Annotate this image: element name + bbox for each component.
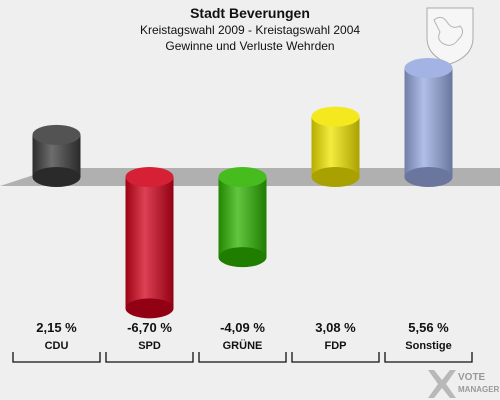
category-label: SPD	[138, 340, 161, 352]
logo-text-manager: MANAGER	[458, 385, 500, 394]
chart-title: Stadt Beverungen	[190, 5, 310, 21]
category-label: FDP	[325, 340, 347, 352]
bar-top-cap	[125, 167, 174, 187]
bar-body	[311, 116, 360, 177]
category-bracket	[198, 352, 287, 363]
logo-text-vote: VOTE	[458, 372, 486, 383]
bar-bottom-cap	[404, 167, 453, 187]
bar-top-cap	[404, 58, 453, 79]
bar-spd	[125, 167, 174, 319]
category-bracket	[105, 352, 194, 363]
bar-body	[404, 68, 453, 177]
chart-subtitle-2: Gewinne und Verluste Wehrden	[165, 39, 334, 53]
bar-top-cap	[311, 106, 360, 127]
value-label: 2,15 %	[36, 320, 77, 335]
value-label: 3,08 %	[315, 320, 356, 335]
bar-bottom-cap	[32, 167, 81, 187]
bar-bottom-cap	[218, 247, 267, 268]
category-label: GRÜNE	[223, 339, 263, 352]
category-bracket	[12, 352, 101, 363]
category-label: CDU	[45, 340, 69, 352]
bar-sonstige	[404, 58, 453, 187]
value-label: -4,09 %	[220, 320, 265, 335]
bar-body	[218, 177, 267, 258]
chart-subtitle-1: Kreistagswahl 2009 - Kreistagswahl 2004	[140, 23, 360, 37]
bar-gr-ne	[218, 167, 267, 268]
coat-of-arms-icon	[426, 7, 474, 65]
vote-manager-logo: VOTE MANAGER	[428, 370, 500, 398]
category-bracket	[384, 352, 473, 363]
bar-top-cap	[32, 124, 81, 145]
bar-bottom-cap	[311, 167, 360, 187]
bar-top-cap	[218, 167, 267, 187]
category-label: Sonstige	[405, 340, 451, 352]
value-label: 5,56 %	[408, 320, 449, 335]
value-label: -6,70 %	[127, 320, 172, 335]
bar-fdp	[311, 106, 360, 187]
category-bracket	[291, 352, 380, 363]
bar-cdu	[32, 124, 81, 187]
bar-bottom-cap	[125, 298, 174, 319]
bar-body	[125, 177, 174, 309]
